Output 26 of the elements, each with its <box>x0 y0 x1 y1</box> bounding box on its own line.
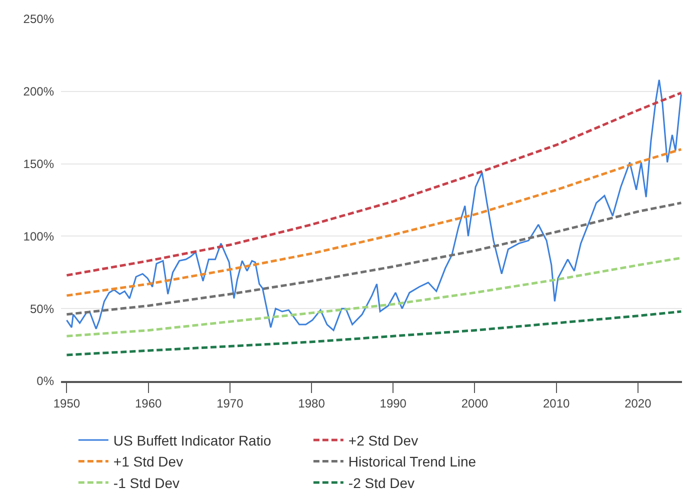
line-series <box>65 202 682 316</box>
y-tick-label: 0% <box>36 374 54 388</box>
x-tick-label: 1970 <box>216 396 244 410</box>
legend-label: Historical Trend Line <box>348 454 476 470</box>
legend-label: -2 Std Dev <box>348 474 415 491</box>
x-tick-label: 1980 <box>298 396 326 410</box>
x-tick-label: 2010 <box>542 396 570 410</box>
y-tick-label: 250% <box>23 12 54 26</box>
line-series <box>65 256 682 338</box>
legend-label: -1 Std Dev <box>113 474 180 491</box>
legend-label: +2 Std Dev <box>348 432 418 448</box>
x-tick-label: 1950 <box>53 396 80 410</box>
line-series <box>65 310 682 356</box>
x-tick-label: 2000 <box>461 396 488 410</box>
y-tick-label: 50% <box>30 302 54 316</box>
y-tick-label: 150% <box>23 157 54 171</box>
x-tick-label: 1990 <box>380 396 407 410</box>
line-series <box>66 79 682 332</box>
y-tick-label: 100% <box>23 229 54 244</box>
x-tick-label: 1960 <box>134 396 162 410</box>
line-series <box>65 92 682 277</box>
y-tick-label: 200% <box>23 84 54 99</box>
legend-label: US Buffett Indicator Ratio <box>113 432 272 448</box>
legend-label: +1 Std Dev <box>113 454 184 470</box>
x-tick-label: 2020 <box>624 396 652 410</box>
line-series <box>65 148 682 297</box>
